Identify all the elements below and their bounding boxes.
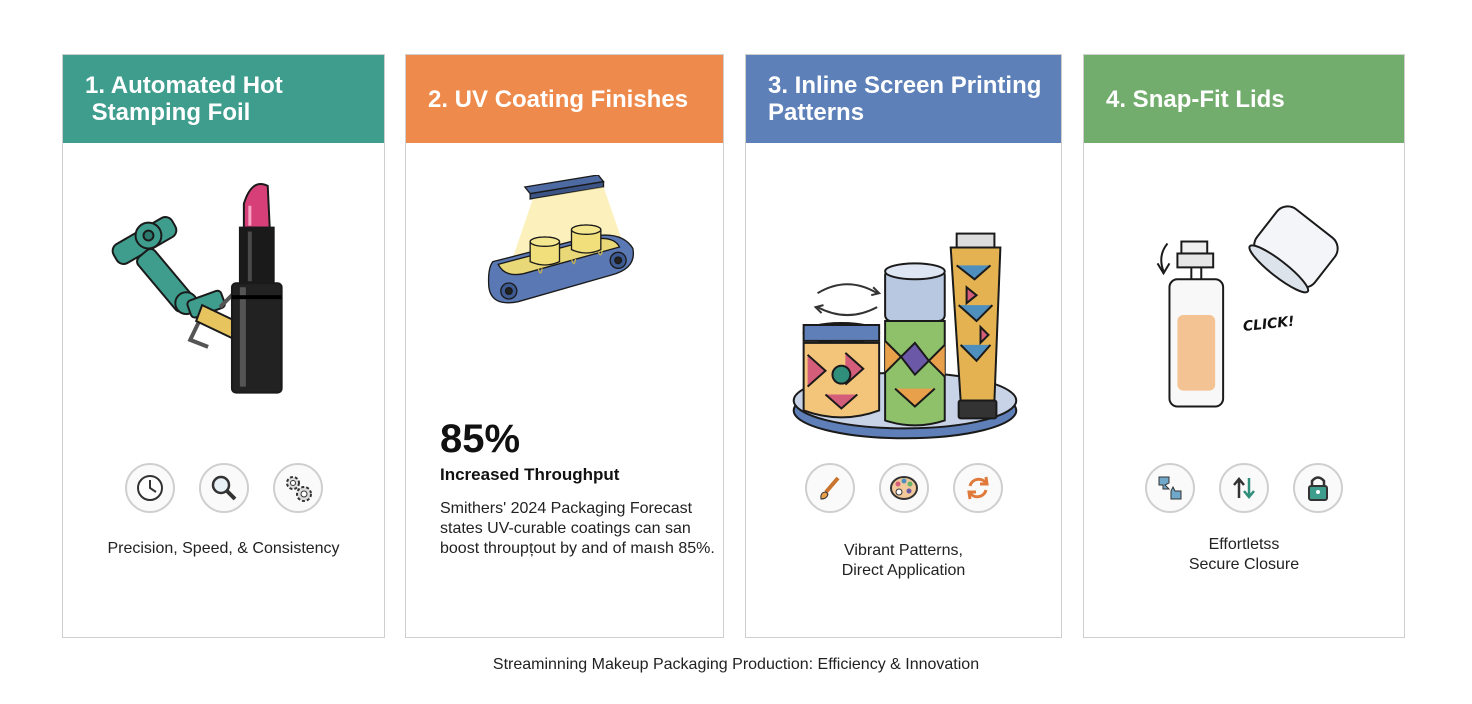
gears-icon <box>272 463 323 513</box>
card-screen-printing: 3. Inline Screen Printing Patterns <box>745 54 1062 638</box>
card-hot-stamping: 1. Automated Hot Stamping Foil <box>62 54 385 638</box>
icon-row <box>1084 463 1404 513</box>
stat-value: 85% <box>440 417 521 461</box>
up-down-arrows-icon <box>1219 463 1269 513</box>
card-caption: Precision, Speed, & Consistency <box>107 540 340 557</box>
click-label: CLICK! <box>1242 314 1295 335</box>
palette-icon <box>878 463 929 513</box>
footer-caption: Streaminning Makeup Packaging Production… <box>492 656 980 673</box>
card-uv-coating: 2. UV Coating Finishes 85% Increased Thr <box>405 54 724 638</box>
card-header: 2. UV Coating Finishes <box>406 55 723 143</box>
cycle-icon <box>952 463 1003 513</box>
card-snap-fit-lids: 4. Snap-Fit Lids CLICK! <box>1083 54 1405 638</box>
card-caption: Effortletss Secure Closure <box>1188 536 1300 573</box>
screen-printing-illustration <box>792 232 1018 440</box>
card-header: 1. Automated Hot Stamping Foil <box>63 55 384 143</box>
clock-icon <box>124 463 175 513</box>
puzzle-icon <box>1145 463 1195 513</box>
uv-conveyor-illustration <box>487 175 635 304</box>
stat-label: Increased Throughput <box>440 465 620 484</box>
card-header: 3. Inline Screen Printing Patterns <box>746 55 1061 143</box>
stat-description: Smithers' 2024 Packaging Forecast states… <box>440 500 715 557</box>
card-header: 4. Snap-Fit Lids <box>1084 55 1404 143</box>
lock-icon <box>1293 463 1343 513</box>
hot-stamping-illustration <box>111 183 283 394</box>
card-title: 1. Automated Hot Stamping Foil <box>85 72 283 126</box>
card-caption: Vibrant Patterns, Direct Application <box>841 542 966 579</box>
card-title: 3. Inline Screen Printing Patterns <box>768 72 1042 126</box>
card-title: 4. Snap-Fit Lids <box>1106 85 1285 113</box>
card-title: 2. UV Coating Finishes <box>428 85 689 113</box>
icon-row <box>746 463 1061 513</box>
brush-icon <box>804 463 855 513</box>
magnifier-icon <box>198 463 249 513</box>
snap-fit-illustration: CLICK! <box>1156 205 1339 408</box>
icon-row <box>63 463 384 513</box>
